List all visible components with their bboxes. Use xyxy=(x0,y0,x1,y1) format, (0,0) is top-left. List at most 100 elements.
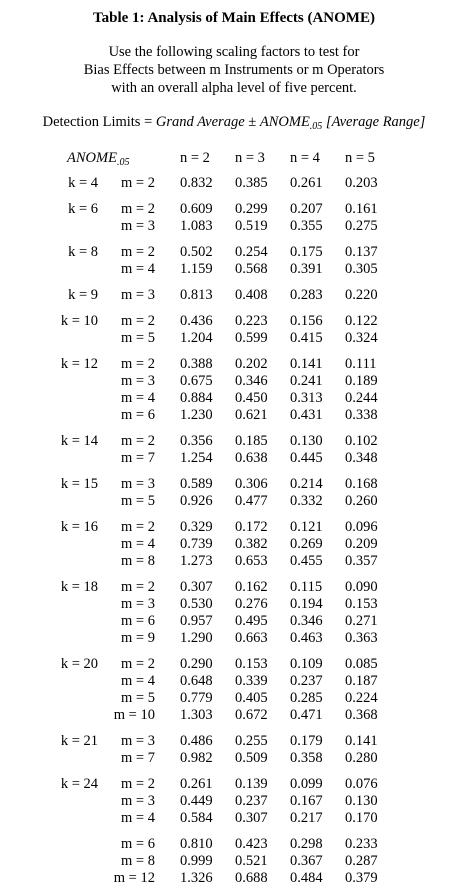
cell-value: 0.194 xyxy=(290,596,323,612)
cell-value: 0.415 xyxy=(290,330,323,346)
cell-value: 0.363 xyxy=(345,630,378,646)
cell-value: 0.358 xyxy=(290,750,323,766)
cell-value: 0.568 xyxy=(235,261,268,277)
cell-value: 0.306 xyxy=(235,476,268,492)
cell-value: 0.332 xyxy=(290,493,323,509)
cell-value: 0.305 xyxy=(345,261,378,277)
m-label: m = 5 xyxy=(121,690,155,706)
cell-value: 0.283 xyxy=(290,287,323,303)
cell-value: 0.348 xyxy=(345,450,378,466)
formula-anome: ANOME xyxy=(259,114,310,130)
cell-value: 1.083 xyxy=(180,218,213,234)
m-label: m = 2 xyxy=(121,579,155,595)
cell-value: 0.111 xyxy=(345,356,377,372)
cell-value: 0.168 xyxy=(345,476,378,492)
cell-value: 0.153 xyxy=(235,656,268,672)
m-label: m = 2 xyxy=(121,433,155,449)
cell-value: 0.477 xyxy=(235,493,268,509)
cell-value: 0.502 xyxy=(180,244,213,260)
cell-value: 0.382 xyxy=(235,536,268,552)
cell-value: 1.326 xyxy=(180,870,213,886)
cell-value: 0.162 xyxy=(235,579,268,595)
cell-value: 0.621 xyxy=(235,407,268,423)
m-label: m = 9 xyxy=(121,630,155,646)
m-label: m = 2 xyxy=(121,356,155,372)
cell-value: 0.260 xyxy=(345,493,378,509)
cell-value: 0.463 xyxy=(290,630,323,646)
m-label: m = 3 xyxy=(121,287,155,303)
cell-value: 0.161 xyxy=(345,201,378,217)
formula-lhs: Detection Limits xyxy=(42,114,141,130)
cell-value: 0.445 xyxy=(290,450,323,466)
m-label: m = 4 xyxy=(121,673,155,689)
cell-value: 0.141 xyxy=(290,356,323,372)
cell-value: 0.139 xyxy=(235,776,268,792)
intro-line: with an overall alpha level of five perc… xyxy=(111,80,357,96)
cell-value: 0.431 xyxy=(290,407,323,423)
m-label: m = 3 xyxy=(121,373,155,389)
corner-header: ANOME.05 xyxy=(67,150,129,171)
cell-value: 0.172 xyxy=(235,519,268,535)
cell-value: 0.307 xyxy=(235,810,268,826)
cell-value: 0.509 xyxy=(235,750,268,766)
cell-value: 0.185 xyxy=(235,433,268,449)
cell-value: 0.356 xyxy=(180,433,213,449)
cell-value: 0.455 xyxy=(290,553,323,569)
cell-value: 0.237 xyxy=(290,673,323,689)
cell-value: 0.290 xyxy=(180,656,213,672)
cell-value: 0.175 xyxy=(290,244,323,260)
cell-value: 0.130 xyxy=(345,793,378,809)
cell-value: 0.122 xyxy=(345,313,378,329)
cell-value: 0.346 xyxy=(290,613,323,629)
cell-value: 0.261 xyxy=(290,175,323,191)
cell-value: 0.085 xyxy=(345,656,378,672)
m-label: m = 2 xyxy=(121,244,155,260)
cell-value: 0.926 xyxy=(180,493,213,509)
formula-eq: = xyxy=(144,114,153,130)
m-label: m = 10 xyxy=(113,707,155,723)
cell-value: 0.237 xyxy=(235,793,268,809)
m-label: m = 4 xyxy=(121,810,155,826)
cell-value: 0.688 xyxy=(235,870,268,886)
cell-value: 0.779 xyxy=(180,690,213,706)
cell-value: 0.884 xyxy=(180,390,213,406)
m-label: m = 2 xyxy=(121,175,155,191)
cell-value: 0.663 xyxy=(235,630,268,646)
cell-value: 0.189 xyxy=(345,373,378,389)
cell-value: 0.957 xyxy=(180,613,213,629)
cell-value: 0.999 xyxy=(180,853,213,869)
cell-value: 0.584 xyxy=(180,810,213,826)
cell-value: 0.648 xyxy=(180,673,213,689)
cell-value: 0.408 xyxy=(235,287,268,303)
cell-value: 0.156 xyxy=(290,313,323,329)
cell-value: 0.261 xyxy=(180,776,213,792)
cell-value: 0.099 xyxy=(290,776,323,792)
cell-value: 0.287 xyxy=(345,853,378,869)
m-label: m = 5 xyxy=(121,493,155,509)
cell-value: 0.179 xyxy=(290,733,323,749)
formula-pm: ± xyxy=(248,114,257,130)
cell-value: 0.090 xyxy=(345,579,378,595)
column-header: n = 5 xyxy=(345,150,375,166)
m-label: m = 4 xyxy=(121,536,155,552)
cell-value: 0.339 xyxy=(235,673,268,689)
cell-value: 0.280 xyxy=(345,750,378,766)
cell-value: 0.130 xyxy=(290,433,323,449)
title: Table 1: Analysis of Main Effects (ANOME… xyxy=(93,10,375,26)
cell-value: 0.329 xyxy=(180,519,213,535)
corner-text: ANOME xyxy=(67,150,117,166)
cell-value: 0.484 xyxy=(290,870,323,886)
cell-value: 0.346 xyxy=(235,373,268,389)
cell-value: 0.423 xyxy=(235,836,268,852)
k-label: k = 6 xyxy=(68,201,98,217)
cell-value: 0.271 xyxy=(345,613,378,629)
cell-value: 0.209 xyxy=(345,536,378,552)
corner-sub: .05 xyxy=(116,157,130,168)
k-label: k = 8 xyxy=(68,244,98,260)
m-label: m = 4 xyxy=(121,390,155,406)
cell-value: 0.115 xyxy=(290,579,323,595)
intro-line: Bias Effects between m Instruments or m … xyxy=(83,62,385,78)
k-label: k = 20 xyxy=(60,656,98,672)
cell-value: 0.255 xyxy=(235,733,268,749)
cell-value: 0.203 xyxy=(345,175,378,191)
